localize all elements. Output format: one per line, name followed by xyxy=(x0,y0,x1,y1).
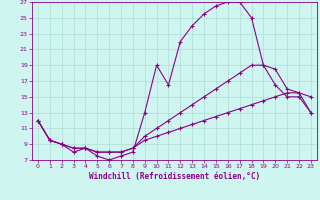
X-axis label: Windchill (Refroidissement éolien,°C): Windchill (Refroidissement éolien,°C) xyxy=(89,172,260,181)
